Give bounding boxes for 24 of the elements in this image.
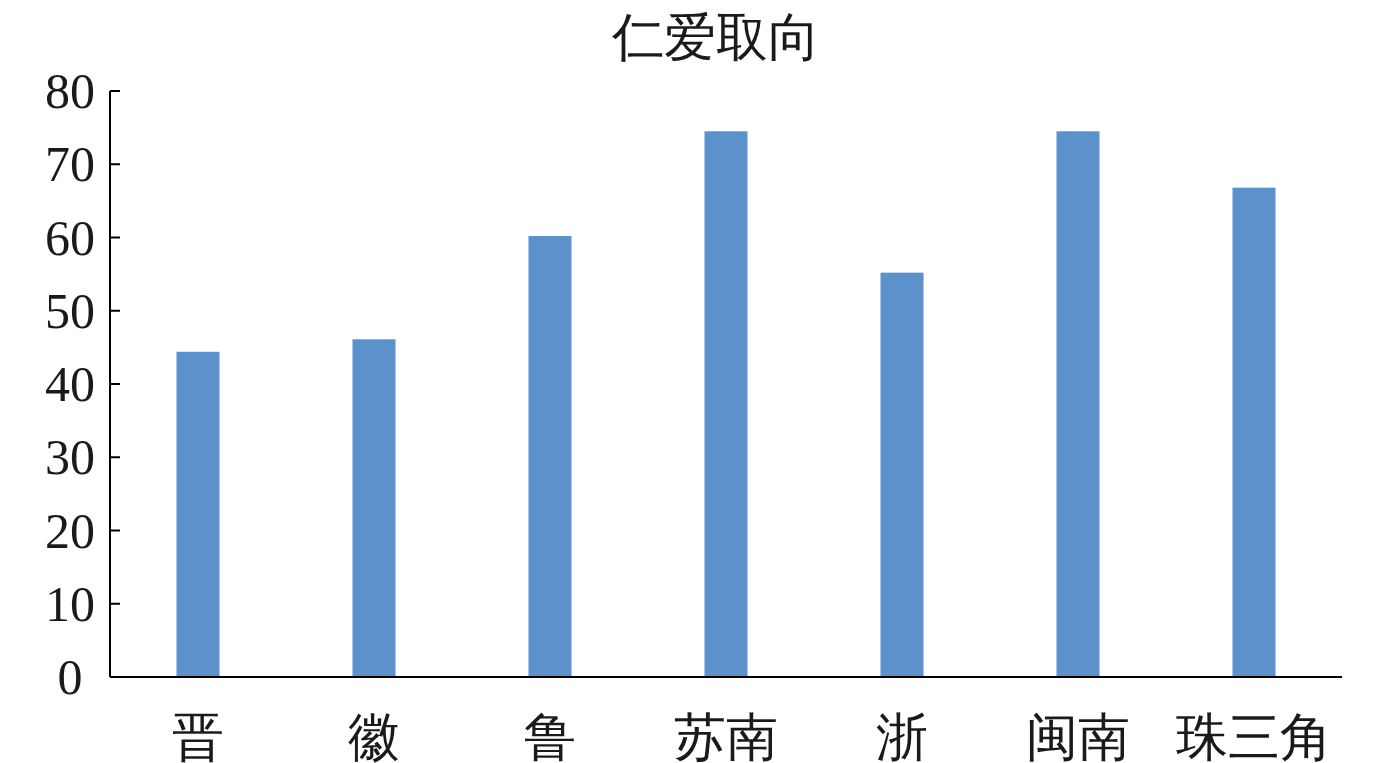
y-tick-label: 10 xyxy=(45,575,95,632)
bar xyxy=(352,339,396,677)
x-tick-label: 徽 xyxy=(348,709,400,763)
y-tick-label: 40 xyxy=(45,356,95,412)
chart-title: 仁爱取向 xyxy=(611,9,820,66)
y-tick-label: 80 xyxy=(45,63,95,119)
bar xyxy=(1232,187,1276,677)
x-tick-label: 晋 xyxy=(172,709,224,763)
y-tick-label: 30 xyxy=(45,429,95,486)
bar xyxy=(1056,131,1100,677)
x-tick-label: 珠三角 xyxy=(1176,709,1332,763)
y-tick-label: 20 xyxy=(45,502,95,559)
y-tick-label: 60 xyxy=(45,209,95,266)
bar xyxy=(528,236,572,677)
x-tick-label: 苏南 xyxy=(674,709,778,763)
y-tick-label: 70 xyxy=(45,136,95,193)
bar xyxy=(880,272,924,677)
y-tick-label: 0 xyxy=(57,649,83,705)
x-tick-label: 鲁 xyxy=(524,709,576,763)
bar xyxy=(704,131,748,677)
x-tick-label: 浙 xyxy=(876,709,928,763)
x-tick-label: 闽南 xyxy=(1026,709,1130,763)
bar xyxy=(176,351,220,677)
y-tick-label: 50 xyxy=(45,282,95,339)
